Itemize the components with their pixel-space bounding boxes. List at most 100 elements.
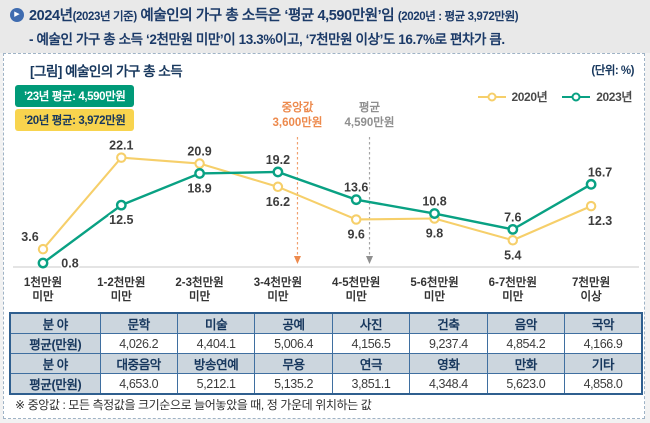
data-label: 0.8 — [61, 257, 78, 271]
average-value-cell: 4,404.1 — [176, 333, 256, 354]
data-point — [350, 194, 362, 206]
average-value-cell: 4,026.2 — [99, 333, 178, 354]
data-point — [272, 166, 284, 178]
category-label: 미만 — [111, 289, 133, 303]
data-label: 16.2 — [266, 195, 290, 209]
average-value-cell: 5,623.0 — [486, 373, 566, 395]
field-name-cell: 국악 — [564, 312, 643, 334]
field-name-cell: 분 야 — [9, 312, 101, 334]
data-label: 9.6 — [348, 227, 365, 241]
average-badge-2023: ’23년 평균: 4,590만원 — [15, 85, 135, 107]
field-name-cell: 공예 — [254, 312, 333, 334]
average-value-cell: 5,135.2 — [254, 373, 333, 395]
field-name-cell: 영화 — [409, 353, 488, 374]
category-label: 2-3천만원 — [175, 275, 223, 289]
header-summary: ▶ 2024년(2023년 기준) 예술인의 가구 총 소득은 ‘평균 4,59… — [0, 0, 650, 53]
data-point — [115, 199, 127, 211]
field-name-cell: 문학 — [99, 312, 178, 334]
annotation-arrow-icon — [293, 256, 301, 264]
legend-item-2023: 2023년 — [561, 88, 632, 105]
data-point — [350, 214, 362, 225]
row-label-cell: 평균(만원) — [9, 373, 101, 395]
category-label: 1천만원 — [24, 275, 62, 289]
data-label: 13.6 — [344, 181, 368, 195]
field-name-cell: 기타 — [564, 353, 643, 374]
average-badge-2020: ’20년 평균: 3,972만원 — [15, 109, 135, 131]
table-row: 분 야 대중음악 방송연예 무용 연극 영화 만화 기타 — [9, 353, 643, 374]
data-point — [272, 181, 284, 193]
field-name-cell: 건축 — [409, 312, 488, 334]
average-value-cell: 5,006.4 — [254, 333, 333, 354]
field-name-cell: 대중음악 — [99, 353, 178, 374]
legend-label-2023: 2023년 — [596, 90, 632, 104]
average-value-cell: 4,348.4 — [409, 373, 488, 395]
category-label: 7천만원 — [572, 275, 610, 289]
legend-marker-icon — [477, 92, 506, 101]
legend-label-2020: 2020년 — [511, 90, 548, 104]
data-label: 18.9 — [187, 181, 211, 195]
data-label: 19.2 — [266, 153, 290, 167]
data-point — [585, 200, 597, 212]
average-value-cell: 3,851.1 — [331, 373, 411, 395]
data-label: 9.8 — [426, 226, 443, 240]
data-point — [37, 257, 49, 269]
category-label: 미만 — [424, 289, 446, 303]
table-row: 평균(만원) 4,026.2 4,404.1 5,006.4 4,156.5 9,237.… — [9, 333, 643, 354]
legend-item-2020: 2020년 — [477, 88, 548, 105]
field-name-cell: 연극 — [331, 353, 411, 374]
average-value-cell: 4,854.2 — [486, 333, 566, 354]
category-label: 4-5천만원 — [332, 275, 380, 289]
average-value-cell: 4,156.5 — [331, 333, 411, 354]
data-label: 16.7 — [588, 165, 612, 179]
data-point — [194, 168, 206, 179]
field-name-cell: 분 야 — [9, 353, 101, 374]
row-label-cell: 평균(만원) — [9, 333, 101, 354]
category-label: 미만 — [32, 289, 54, 303]
table-row: 평균(만원) 4,653.0 5,212.1 5,135.2 3,851.1 4,348.… — [9, 373, 643, 395]
category-label: 3-4천만원 — [254, 275, 302, 289]
average-value-cell: 9,237.4 — [409, 333, 488, 354]
field-name-cell: 방송연예 — [176, 353, 256, 374]
data-point — [507, 235, 519, 246]
average-value-cell: 5,212.1 — [176, 373, 256, 395]
annotation-title: 평균 — [359, 100, 381, 114]
category-label: 이상 — [581, 289, 603, 303]
data-label: 5.4 — [504, 248, 521, 262]
data-label: 20.9 — [187, 145, 211, 159]
field-average-table-body: 분 야 문학 미술 공예 사진 건축 음악 국악 평균(만원) 4,026.2 4,404.1 5,0… — [9, 312, 643, 395]
data-label: 12.5 — [109, 213, 133, 227]
data-point — [429, 208, 440, 219]
category-label: 5-6천만원 — [410, 275, 458, 289]
average-value-cell: 4,166.9 — [564, 333, 643, 354]
data-point — [585, 178, 597, 190]
data-label: 3.6 — [21, 230, 38, 244]
category-label: 미만 — [189, 289, 211, 303]
data-point — [37, 243, 49, 255]
category-label: 미만 — [502, 289, 524, 303]
data-label: 12.3 — [588, 214, 612, 228]
data-point — [194, 158, 205, 169]
summary-basis: (2023년 기준) — [72, 11, 138, 23]
summary-year: 2024년 — [29, 8, 73, 24]
category-label: 1-2천만원 — [97, 275, 145, 289]
annotation-value: 4,590만원 — [345, 115, 395, 129]
data-point — [507, 223, 519, 235]
legend-marker-icon — [562, 92, 591, 101]
field-name-cell: 무용 — [254, 353, 333, 374]
field-average-table: 분 야 문학 미술 공예 사진 건축 음악 국악 평균(만원) 4,026.2 4,404.1 5,0… — [9, 312, 643, 395]
summary-line-2: - 예술인 가구 총 소득 ‘2천만원 미만’이 13.3%이고, ‘7천만원 … — [29, 32, 505, 47]
summary-compare: (2020년 : 평균 3,972만원) — [397, 11, 519, 23]
category-label: 미만 — [346, 289, 368, 303]
table-row: 분 야 문학 미술 공예 사진 건축 음악 국악 — [9, 312, 643, 334]
field-name-cell: 사진 — [331, 312, 411, 334]
category-label: 미만 — [267, 289, 289, 303]
data-label: 22.1 — [109, 139, 133, 153]
median-footnote: ※ 중앙값 : 모든 측정값을 크기순으로 늘어놓았을 때, 정 가운데 위치하… — [15, 398, 372, 412]
annotation-title: 중앙값 — [282, 101, 314, 114]
field-name-cell: 음악 — [486, 312, 566, 334]
unit-label: (단위: %) — [591, 65, 634, 77]
arrow-bullet-icon: ▶ — [10, 8, 24, 22]
data-label: 7.6 — [504, 210, 521, 224]
